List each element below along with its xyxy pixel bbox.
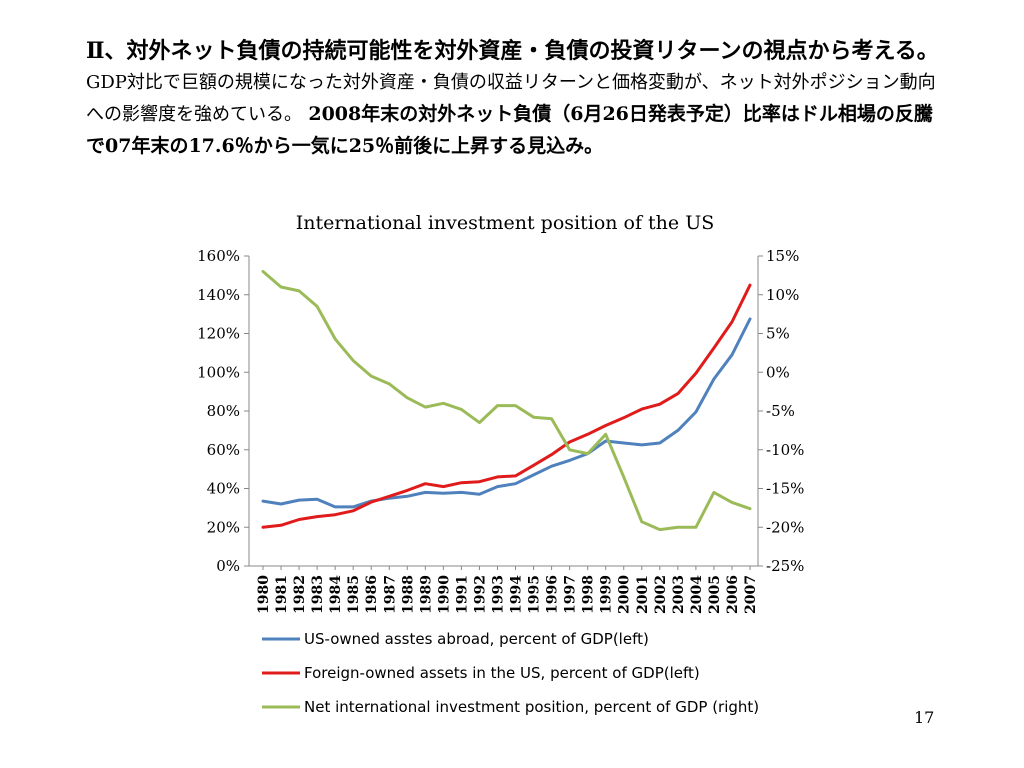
x-tick-label: 1994	[509, 575, 525, 614]
left-tick-label: 160%	[197, 247, 240, 265]
x-tick-label: 2000	[617, 575, 633, 614]
header-heading: Ⅱ、対外ネット負債の持続可能性を対外資産・負債の投資リターンの視点から考える。	[86, 38, 939, 64]
right-tick-label: -20%	[766, 518, 804, 536]
x-tick-label: 1989	[418, 575, 434, 614]
x-tick-label: 2007	[743, 575, 759, 614]
right-tick-label: 15%	[766, 247, 799, 265]
legend-label: Foreign-owned assets in the US, percent …	[304, 664, 700, 682]
x-tick-label: 2002	[653, 575, 669, 614]
right-tick-label: -25%	[766, 557, 804, 575]
x-tick-label: 1987	[382, 575, 398, 614]
right-tick-label: -5%	[766, 402, 795, 420]
left-tick-label: 20%	[207, 518, 240, 536]
left-tick-label: 40%	[207, 480, 240, 498]
left-tick-label: 100%	[197, 363, 240, 381]
x-tick-label: 2005	[707, 575, 723, 614]
left-tick-label: 80%	[207, 402, 240, 420]
x-tick-label: 1984	[328, 575, 344, 614]
x-tick-label: 1991	[454, 575, 470, 614]
x-tick-label: 1997	[563, 575, 579, 614]
header-body: GDP対比で巨額の規模になった対外資産・負債の収益リターンと価格変動が、ネット対…	[86, 72, 936, 125]
left-tick-label: 140%	[197, 286, 240, 304]
x-tick-label: 1980	[256, 575, 272, 614]
right-tick-label: -10%	[766, 441, 804, 459]
x-tick-label: 1985	[346, 575, 362, 614]
page-number: 17	[914, 708, 935, 727]
x-tick-label: 1992	[472, 575, 488, 614]
x-tick-label: 1990	[436, 575, 452, 614]
x-tick-label: 2004	[689, 575, 705, 614]
left-tick-label: 0%	[216, 557, 240, 575]
x-tick-label: 2003	[671, 575, 687, 614]
left-tick-label: 60%	[207, 441, 240, 459]
x-tick-label: 1988	[400, 575, 416, 614]
x-tick-label: 1993	[490, 575, 506, 614]
right-tick-label: 0%	[766, 363, 790, 381]
chart-series	[261, 270, 752, 532]
left-tick-label: 120%	[197, 325, 240, 343]
chart-title: International investment position of the…	[296, 212, 715, 234]
right-tick-label: 5%	[766, 325, 790, 343]
legend-label: US-owned asstes abroad, percent of GDP(l…	[304, 630, 649, 648]
chart-legend: US-owned asstes abroad, percent of GDP(l…	[262, 630, 759, 716]
header-forecast: 2008年末の対外ネット負債（6月26日発表予定）比率はドル相場の反騰で07年末…	[86, 103, 933, 157]
x-tick-label: 1999	[599, 575, 615, 614]
legend-label: Net international investment position, p…	[304, 698, 759, 716]
x-tick-label: 1996	[545, 575, 561, 614]
x-tick-label: 1982	[292, 575, 308, 614]
right-tick-label: 10%	[766, 286, 799, 304]
x-tick-label: 1983	[310, 575, 326, 614]
x-tick-label: 2001	[635, 575, 651, 614]
slide-header-text: Ⅱ、対外ネット負債の持続可能性を対外資産・負債の投資リターンの視点から考える。 …	[86, 36, 942, 161]
x-tick-label: 1998	[581, 575, 597, 614]
x-tick-label: 1986	[364, 575, 380, 614]
chart-axes: 0% 20% 40% 60% 80% 100% 120% 140% 160% -25% -20% -1…	[197, 247, 804, 614]
foreign-owned-assets-line	[261, 283, 752, 529]
net-position-line	[261, 270, 752, 532]
right-tick-label: -15%	[766, 480, 804, 498]
x-tick-label: 1981	[274, 575, 290, 614]
us-owned-assets-line	[261, 317, 752, 509]
x-tick-label: 1995	[527, 575, 543, 614]
x-tick-label: 2006	[725, 575, 741, 614]
